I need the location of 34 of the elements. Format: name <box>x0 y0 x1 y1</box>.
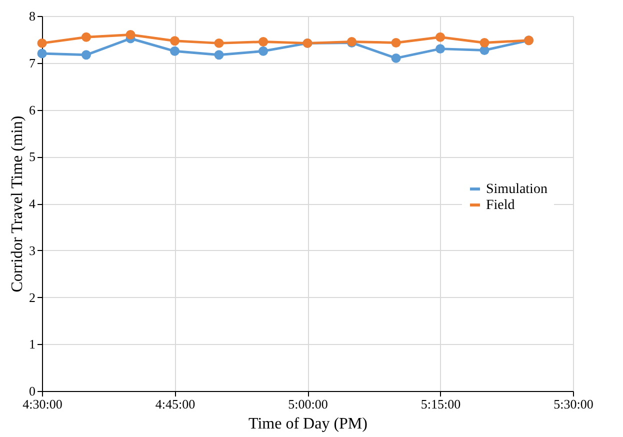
y-tick-label: 1 <box>29 336 36 352</box>
x-tick-label: 5:15:00 <box>420 396 461 412</box>
point <box>37 48 47 58</box>
point <box>258 37 268 47</box>
y-tick-label: 4 <box>29 196 36 211</box>
point <box>480 38 490 48</box>
point <box>126 30 136 40</box>
point <box>214 50 224 60</box>
y-axis-title: Corridor Travel Time (min) <box>9 116 26 292</box>
point <box>214 38 224 48</box>
x-tick-label: 5:30:00 <box>554 396 594 412</box>
x-tick-label: 4:45:00 <box>155 396 196 412</box>
y-tick-label: 0 <box>29 384 36 398</box>
point <box>170 36 180 46</box>
point <box>81 50 91 60</box>
y-tick-label: 8 <box>29 8 36 24</box>
point <box>391 53 401 63</box>
legend-label: Field <box>486 198 515 213</box>
y-tick-label: 5 <box>29 149 36 164</box>
point <box>37 38 47 48</box>
y-tick-label: 6 <box>29 102 36 118</box>
legend-label: Simulation <box>486 182 548 197</box>
x-axis-title: Time of Day (PM) <box>248 416 368 432</box>
point <box>436 32 445 42</box>
point <box>258 46 268 56</box>
point <box>170 46 180 56</box>
point <box>436 44 445 54</box>
x-tick-label: 5:00:00 <box>288 396 328 412</box>
y-tick-label: 2 <box>29 290 36 305</box>
y-tick-label: 7 <box>29 55 36 70</box>
point <box>391 38 401 48</box>
x-tick-label: 4:30:00 <box>22 396 62 412</box>
point <box>81 32 91 42</box>
y-tick-label: 3 <box>29 242 36 258</box>
